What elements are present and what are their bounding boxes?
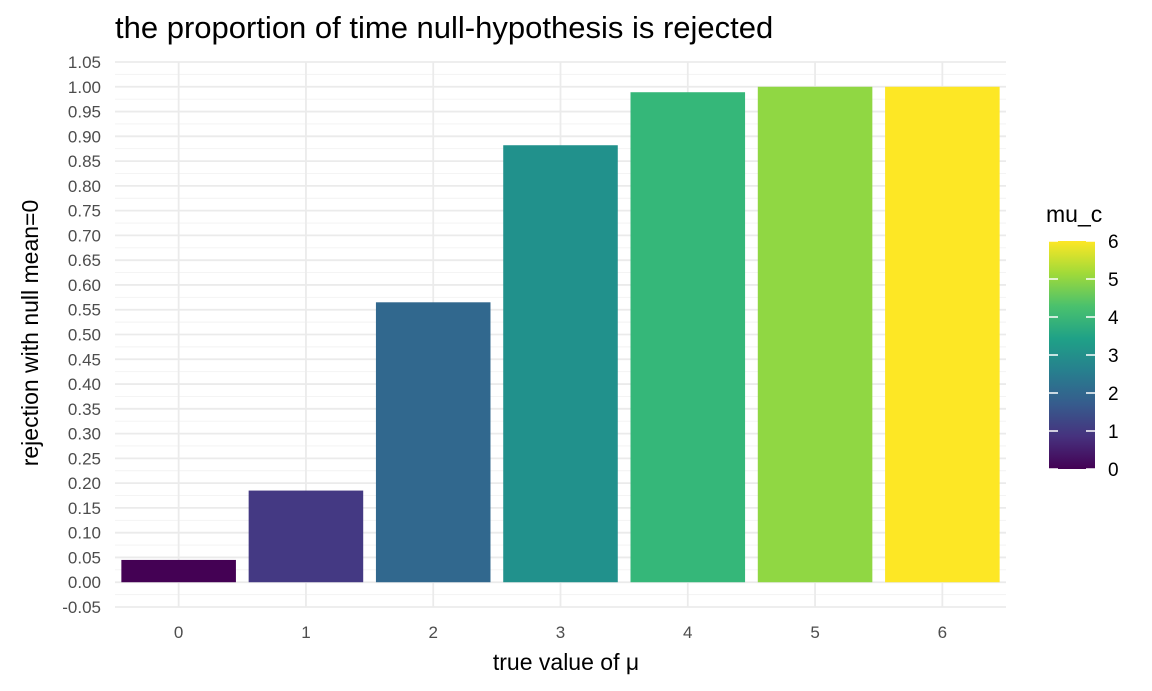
bar-1 bbox=[248, 490, 364, 583]
y-tick-label: 0.85 bbox=[68, 152, 101, 171]
legend-tick-label: 4 bbox=[1108, 308, 1119, 329]
x-tick-label: 6 bbox=[938, 623, 947, 642]
legend-tick-label: 2 bbox=[1108, 384, 1119, 405]
x-axis-ticks: 0 1 2 3 4 5 6 bbox=[174, 623, 947, 642]
legend-tick-label: 1 bbox=[1108, 422, 1119, 443]
legend-tick-label: 6 bbox=[1108, 232, 1119, 253]
y-tick-label: 1.05 bbox=[68, 53, 101, 72]
y-tick-label: 0.80 bbox=[68, 177, 101, 196]
y-tick-label: 0.75 bbox=[68, 202, 101, 221]
y-tick-label: 0.50 bbox=[68, 326, 101, 345]
bar-5 bbox=[757, 86, 873, 583]
y-tick-label: 0.40 bbox=[68, 375, 101, 394]
y-tick-label: -0.05 bbox=[62, 598, 101, 617]
y-tick-label: 0.20 bbox=[68, 474, 101, 493]
legend-ticks: 0 1 2 3 4 5 6 bbox=[1049, 232, 1119, 481]
y-tick-label: 0.35 bbox=[68, 400, 101, 419]
y-tick-label: 0.60 bbox=[68, 276, 101, 295]
y-axis-label: rejection with null mean=0 bbox=[17, 200, 43, 467]
chart-title: the proportion of time null-hypothesis i… bbox=[115, 10, 773, 45]
y-tick-label: 0.10 bbox=[68, 524, 101, 543]
bar-4 bbox=[630, 92, 746, 583]
y-tick-label: 0.15 bbox=[68, 499, 101, 518]
x-tick-label: 0 bbox=[174, 623, 183, 642]
x-tick-label: 2 bbox=[428, 623, 437, 642]
x-tick-label: 1 bbox=[301, 623, 310, 642]
legend-tick-label: 3 bbox=[1108, 346, 1119, 367]
bar-6 bbox=[885, 86, 1000, 583]
y-axis-ticks: -0.05 0.00 0.05 0.10 0.15 0.20 0.25 0.30 0.35 0.4… bbox=[62, 53, 101, 617]
y-tick-label: 0.05 bbox=[68, 548, 101, 567]
x-axis-label: true value of μ bbox=[493, 649, 639, 675]
bar-0 bbox=[121, 559, 236, 583]
legend-tick-label: 0 bbox=[1108, 460, 1119, 481]
x-tick-label: 4 bbox=[683, 623, 692, 642]
y-tick-label: 0.30 bbox=[68, 425, 101, 444]
bars bbox=[121, 86, 1000, 583]
y-tick-label: 0.90 bbox=[68, 127, 101, 146]
x-tick-label: 3 bbox=[556, 623, 565, 642]
bar-2 bbox=[375, 302, 491, 583]
color-legend: mu_c 0 1 2 3 4 5 6 bbox=[1046, 201, 1119, 481]
y-tick-label: 0.95 bbox=[68, 103, 101, 122]
x-tick-label: 5 bbox=[810, 623, 819, 642]
legend-title: mu_c bbox=[1046, 201, 1102, 227]
y-tick-label: 0.65 bbox=[68, 251, 101, 270]
legend-tick-label: 5 bbox=[1108, 270, 1119, 291]
y-tick-label: 0.00 bbox=[68, 573, 101, 592]
y-tick-label: 1.00 bbox=[68, 78, 101, 97]
y-tick-label: 0.70 bbox=[68, 226, 101, 245]
y-tick-label: 0.55 bbox=[68, 301, 101, 320]
y-tick-label: 0.45 bbox=[68, 350, 101, 369]
bar-3 bbox=[503, 145, 618, 583]
y-tick-label: 0.25 bbox=[68, 449, 101, 468]
